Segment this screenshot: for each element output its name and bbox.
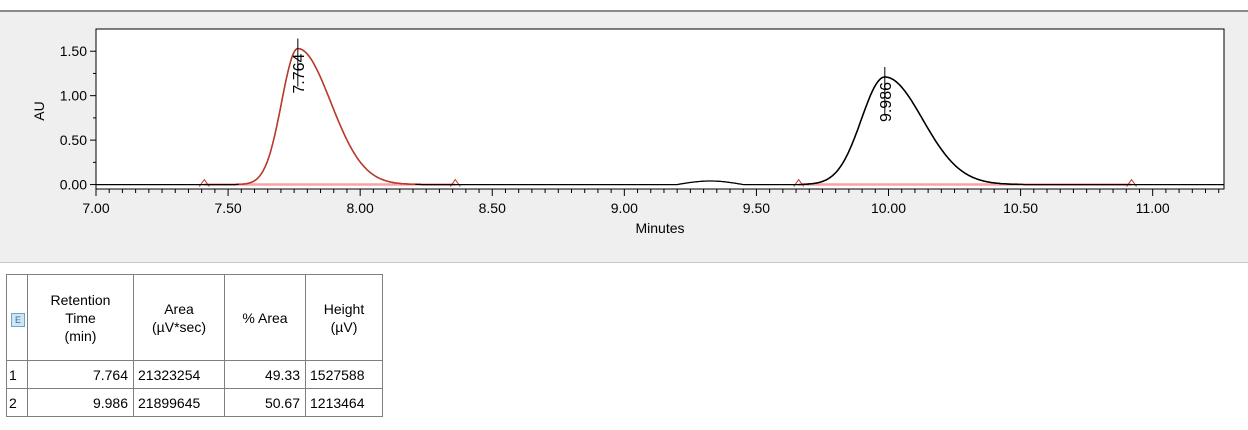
cell-area: 21899645 [133,388,225,417]
row-index: 2 [6,388,28,417]
peak-label: 7.764 [291,53,308,93]
panel-divider [0,262,1248,263]
x-tick-label: 10.50 [1003,200,1038,216]
table-corner-cell[interactable]: E [6,274,28,361]
header-height[interactable]: Height (µV) [305,274,383,361]
x-tick-label: 9.50 [743,200,770,216]
header-rt-line2: Time [65,309,96,326]
y-tick-label: 1.50 [60,43,87,59]
header-pct-line1: % Area [242,309,288,326]
x-tick-label: 8.50 [479,200,506,216]
y-tick-label: 0.00 [60,177,87,193]
x-tick-label: 9.00 [611,200,638,216]
chromatogram-panel: 0.00 0.50 1.00 1.50 7.00 7.50 8.00 8.50 9.00 9.50… [0,12,1248,262]
peak-label: 9.986 [878,82,895,122]
x-tick-label: 7.00 [82,200,109,216]
cell-retention-time: 9.986 [27,388,134,417]
table-header-row: E Retention Time (min) Area (µV*sec) % A… [6,274,383,361]
row-index: 1 [6,360,28,389]
header-rt-line1: Retention [50,291,111,308]
header-rt-line3: (min) [64,327,97,344]
x-tick-label: 7.50 [214,200,241,216]
cell-height: 1213464 [305,388,383,417]
chromatogram-chart: 0.00 0.50 1.00 1.50 7.00 7.50 8.00 8.50 9.00 9.50… [31,28,1225,236]
cell-pct-area: 49.33 [224,360,306,389]
top-divider [0,10,1248,12]
table-row[interactable]: 1 7.764 21323254 49.33 1527588 [6,360,383,389]
x-tick-label: 11.00 [1136,200,1170,216]
y-axis-label: AU [31,101,47,120]
x-axis-label: Minutes [635,220,684,236]
peak-trace [238,47,416,186]
x-tick-label: 8.00 [347,200,374,216]
table-row[interactable]: 2 9.986 21899645 50.67 1213464 [6,388,383,417]
cell-retention-time: 7.764 [27,360,134,389]
table-options-icon[interactable]: E [11,312,25,327]
plot-frame [95,28,1225,190]
cell-area: 21323254 [133,360,225,389]
header-area-line2: (µV*sec) [152,318,206,335]
x-tick-label: 10.00 [871,200,906,216]
peak-trace [803,76,1018,186]
header-retention-time[interactable]: Retention Time (min) [27,274,134,361]
peak-results-table: E Retention Time (min) Area (µV*sec) % A… [6,274,383,417]
cell-height: 1527588 [305,360,383,389]
header-height-line1: Height [323,300,365,317]
y-tick-label: 0.50 [60,132,87,148]
cell-pct-area: 50.67 [224,388,306,417]
y-tick-label: 1.00 [60,88,87,104]
header-pct-area[interactable]: % Area [224,274,306,361]
header-area-line1: Area [164,300,194,317]
header-height-line2: (µV) [330,318,358,335]
header-area[interactable]: Area (µV*sec) [133,274,225,361]
